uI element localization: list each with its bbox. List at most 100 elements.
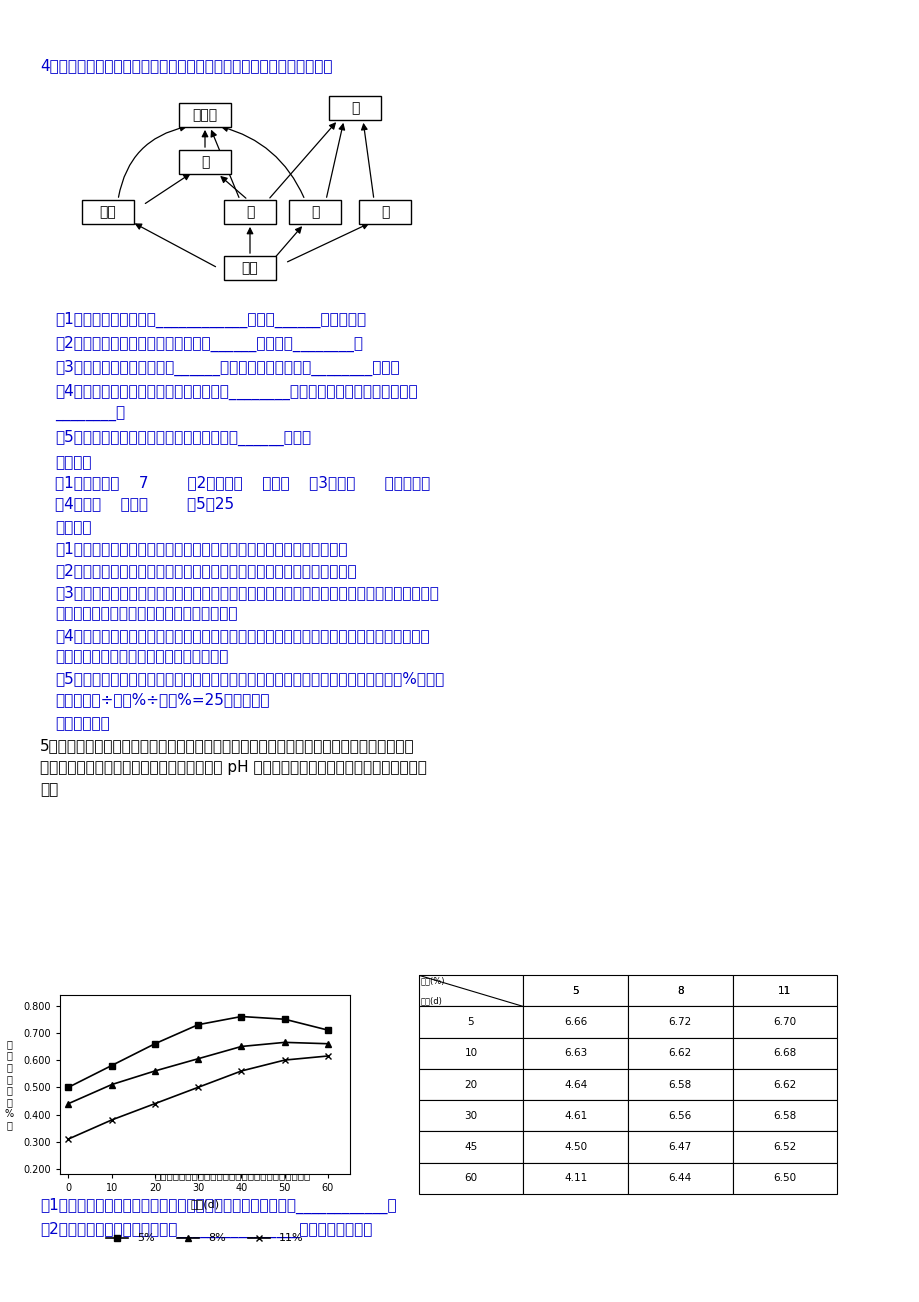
Bar [628, 1131, 732, 1163]
Text: 6.44: 6.44 [668, 1173, 691, 1184]
5% [149, 1036, 160, 1052]
Text: 盐度(%): 盐度(%) [420, 976, 445, 986]
5% [278, 1012, 289, 1027]
Text: 猫头鹰: 猫头鹰 [192, 108, 217, 122]
Text: 时间(d): 时间(d) [420, 996, 442, 1005]
Text: 【难度】一撇: 【难度】一撇 [55, 716, 109, 730]
Text: 20: 20 [464, 1079, 477, 1090]
Bar [82, 201, 134, 224]
Text: 6.50: 6.50 [773, 1173, 796, 1184]
Bar [732, 1163, 836, 1194]
Text: 鹿: 鹿 [380, 204, 389, 219]
Line: 11%: 11% [65, 1053, 331, 1142]
Text: 昆虫: 昆虫 [99, 204, 116, 219]
Text: （4）该生态系统中，含能量最多的生物是________；该生态系统能量的最终来源是: （4）该生态系统中，含能量最多的生物是________；该生态系统能量的最终来源… [55, 384, 417, 400]
Text: 6.72: 6.72 [668, 1017, 691, 1027]
Bar [418, 1069, 523, 1100]
Line: 8%: 8% [65, 1039, 331, 1107]
11% [235, 1064, 246, 1079]
Text: 5: 5 [467, 1017, 473, 1027]
Text: （2）草为自养生物，是生态系统的生产者，狼为异养生物，属于消费者。: （2）草为自养生物，是生态系统的生产者，狼为异养生物，属于消费者。 [55, 562, 357, 578]
Bar [628, 1163, 732, 1194]
11% [192, 1079, 203, 1095]
Bar [523, 1038, 628, 1069]
Text: 5: 5 [572, 986, 578, 996]
8% [149, 1064, 160, 1079]
Bar [732, 1100, 836, 1131]
11% [149, 1096, 160, 1112]
Bar [628, 975, 732, 1006]
Bar [732, 1038, 836, 1069]
Text: ________。: ________。 [55, 408, 125, 422]
X-axis label: 时间(d): 时间(d) [190, 1199, 219, 1210]
Bar [523, 1131, 628, 1163]
8% [322, 1036, 333, 1052]
Bar [289, 201, 341, 224]
Text: 4.64: 4.64 [563, 1079, 586, 1090]
Bar [418, 1163, 523, 1194]
Bar [732, 1006, 836, 1038]
Text: 4．如图是某草原生态系统中的部分食物关系图。请据图回答下列问题：: 4．如图是某草原生态系统中的部分食物关系图。请据图回答下列问题： [40, 59, 332, 73]
Text: 4.61: 4.61 [563, 1111, 586, 1121]
Text: 6.62: 6.62 [668, 1048, 691, 1059]
Text: （注：后期发酵阶段是指从腐乳装瓶后直到成熟的过程）: （注：后期发酵阶段是指从腐乳装瓶后直到成熟的过程） [154, 1170, 311, 1180]
Text: 6.63: 6.63 [563, 1048, 586, 1059]
5% [106, 1057, 117, 1073]
Line: 5%: 5% [65, 1013, 331, 1090]
Text: 5．腐乳是我国独有的发酵食品，是当今国际推崇的高营养食品。某科研机构研究了腐乳生产: 5．腐乳是我国独有的发酵食品，是当今国际推崇的高营养食品。某科研机构研究了腐乳生… [40, 738, 414, 753]
Bar [628, 1006, 732, 1038]
11% [322, 1048, 333, 1064]
Text: 【解析】: 【解析】 [55, 519, 91, 535]
Text: 6.70: 6.70 [773, 1017, 796, 1027]
Bar [179, 103, 231, 128]
Text: （4）生态系统中，含能量最多的是生产者草类，生态系统的总能量是生产者所固定的太阳能: （4）生态系统中，含能量最多的是生产者草类，生态系统的总能量是生产者所固定的太阳… [55, 628, 429, 643]
Text: 30: 30 [464, 1111, 477, 1121]
Text: （1）图示是由不同生物种群构成的简单的生物群落，共有７条食物链。: （1）图示是由不同生物种群构成的简单的生物群落，共有７条食物链。 [55, 542, 347, 556]
Text: （3）图中的昆虫和鹿之间是______关系，而猫头鹰和蛇是________关系。: （3）图中的昆虫和鹿之间是______关系，而猫头鹰和蛇是________关系。 [55, 359, 399, 376]
5% [62, 1079, 74, 1095]
Bar [223, 256, 276, 280]
Bar [732, 975, 836, 1006]
Text: 兔: 兔 [311, 204, 319, 219]
8% [192, 1051, 203, 1066]
Text: 6.58: 6.58 [772, 1111, 796, 1121]
8% [278, 1035, 289, 1051]
Text: （2）从该生态系统的成分看，草属于______，狼属于________。: （2）从该生态系统的成分看，草属于______，狼属于________。 [55, 336, 363, 353]
Bar [732, 1131, 836, 1163]
Text: （1）生物群落    7        （2）生产者    消费者    （3）竞争      捕食、竞争: （1）生物群落 7 （2）生产者 消费者 （3）竞争 捕食、竞争 [55, 475, 430, 490]
Bar [418, 1006, 523, 1038]
Text: 故猫头鹰和蛇既是捕食关系，又是竞争关系。: 故猫头鹰和蛇既是捕食关系，又是竞争关系。 [55, 605, 237, 621]
11% [62, 1131, 74, 1147]
Text: 5: 5 [572, 986, 578, 996]
Text: 6.66: 6.66 [563, 1017, 586, 1027]
Bar [523, 1163, 628, 1194]
Text: 10: 10 [464, 1048, 477, 1059]
Text: 6.47: 6.47 [668, 1142, 691, 1152]
Bar [329, 96, 380, 120]
Text: 【答案】: 【答案】 [55, 454, 91, 470]
Text: 草类: 草类 [242, 260, 258, 275]
Bar [628, 1100, 732, 1131]
Bar [223, 201, 276, 224]
8% [235, 1039, 246, 1055]
Text: 11: 11 [777, 986, 790, 996]
Bar [418, 1100, 523, 1131]
Text: 总量，故该生态系统最终能源来自太阳能。: 总量，故该生态系统最终能源来自太阳能。 [55, 648, 228, 664]
Text: （5）狼每增加１千克体重至少消耗绿色植物______千克。: （5）狼每增加１千克体重至少消耗绿色植物______千克。 [55, 430, 311, 447]
Text: （5）图示狼处于食物链在第三营养级，每增加１千克体重至少消耗绿色植物量以２０%传递效: （5）图示狼处于食物链在第三营养级，每增加１千克体重至少消耗绿色植物量以２０%传… [55, 671, 444, 686]
Bar [523, 1006, 628, 1038]
Bar [418, 975, 523, 1006]
Text: 率计算，１÷２０%÷２０%=25（千克）。: 率计算，１÷２０%÷２０%=25（千克）。 [55, 691, 269, 707]
Bar [523, 1100, 628, 1131]
Bar [179, 150, 231, 174]
Text: 4.11: 4.11 [563, 1173, 586, 1184]
Bar [628, 1038, 732, 1069]
Text: 后期发酵阶段腐乳的pH: 后期发酵阶段腐乳的pH [490, 1152, 560, 1161]
11% [278, 1052, 289, 1068]
Y-axis label: 氨
基
酸
含
量
（
%
）: 氨 基 酸 含 量 （ % ） [5, 1039, 14, 1130]
Text: 45: 45 [464, 1142, 477, 1152]
Bar [523, 975, 628, 1006]
5% [192, 1017, 203, 1032]
Text: 过程中不同浓度的食盐对腐乳中氨基酸含量和 pH 的影响，其中部分数据如下。请回答下列问: 过程中不同浓度的食盐对腐乳中氨基酸含量和 pH 的影响，其中部分数据如下。请回答… [40, 760, 426, 775]
Text: 6.56: 6.56 [668, 1111, 691, 1121]
